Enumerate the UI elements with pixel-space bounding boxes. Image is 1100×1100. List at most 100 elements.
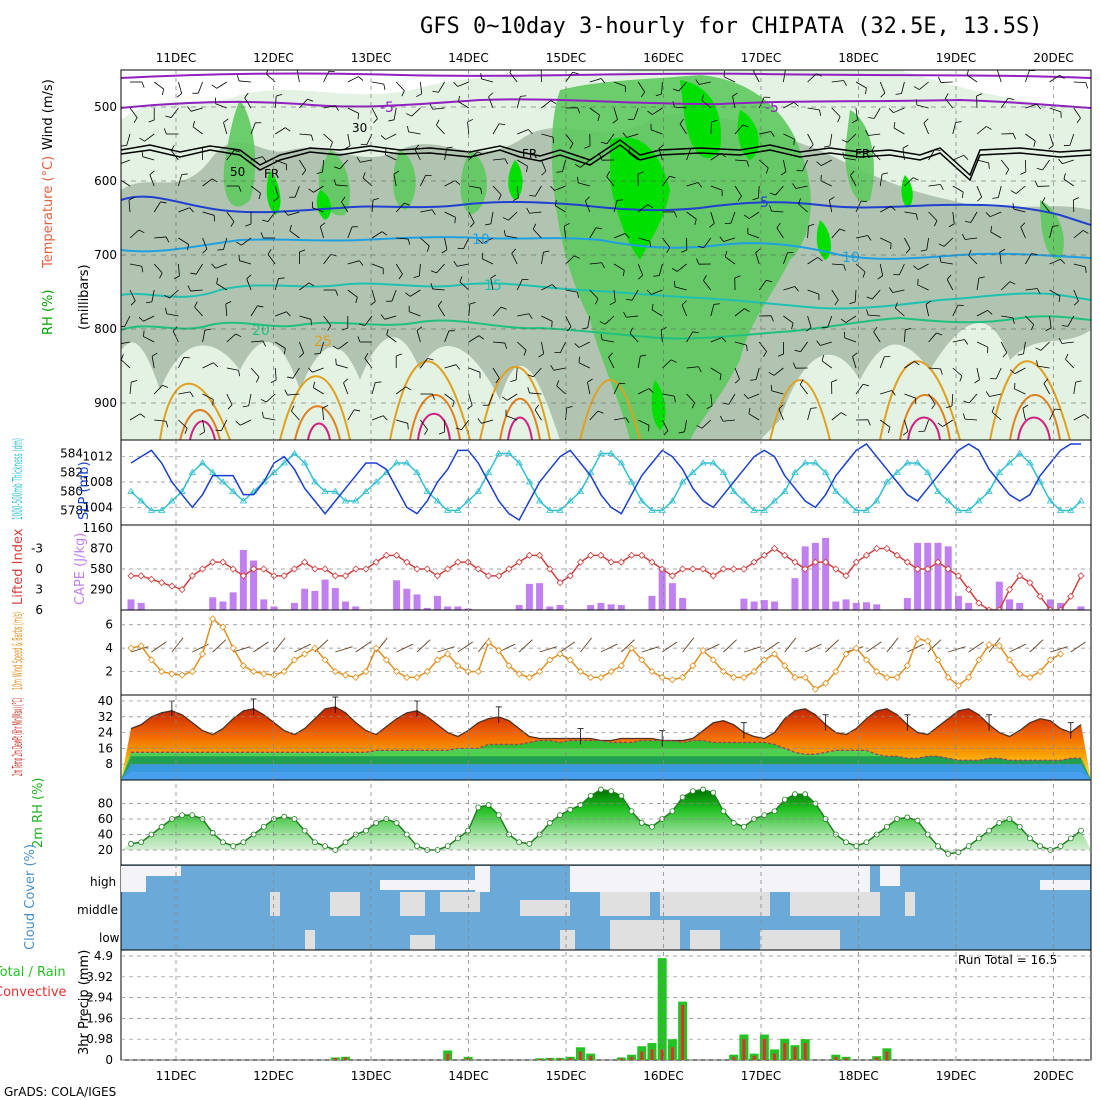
wind-barb	[143, 336, 155, 343]
wind-barb	[263, 417, 276, 421]
wind-barb	[240, 419, 252, 426]
wind-barb-flag	[752, 197, 759, 201]
data-point	[179, 812, 185, 819]
wind-barb-flag	[599, 321, 606, 325]
data-point	[617, 558, 625, 566]
wind-barb	[541, 315, 553, 322]
wind-barb-flag	[357, 336, 361, 343]
cape-bar	[842, 599, 850, 610]
data-point	[372, 644, 380, 652]
wind-barb-flag	[238, 185, 242, 192]
wind-barb-flag	[893, 122, 896, 129]
wind-barb-flag	[133, 117, 138, 123]
wind-barb-flag	[401, 90, 405, 97]
wind-barb	[886, 637, 899, 653]
data-point	[679, 794, 686, 801]
wind-barb	[1049, 226, 1053, 239]
wind-barb-flag	[438, 431, 445, 435]
wind-barb	[395, 81, 405, 92]
cape-bar	[556, 605, 564, 610]
wind-barb	[662, 359, 672, 369]
wind-barb-flag	[458, 95, 460, 102]
wind-barb	[844, 337, 857, 343]
data-point	[750, 506, 758, 513]
wind-barb-flag	[934, 220, 938, 227]
wind-barb	[1014, 388, 1026, 395]
wind-barb-flag	[780, 171, 787, 176]
wind-barb	[990, 231, 1002, 239]
wind-barb	[604, 315, 615, 325]
contour-label: 10	[472, 232, 490, 248]
wind-barb	[800, 341, 808, 352]
wind-barb	[904, 393, 916, 399]
data-point	[516, 839, 523, 846]
wind-barb-flag	[695, 79, 700, 85]
wind-barb-flag	[245, 223, 252, 227]
wind-barb-flag	[190, 272, 197, 275]
wind-barb-flag	[622, 132, 628, 138]
data-point	[760, 551, 768, 559]
wind-barb	[335, 184, 348, 187]
wind-barb-flag	[380, 314, 385, 320]
cape-bar	[954, 595, 962, 610]
wind-barb-flag	[601, 141, 608, 145]
wind-barb	[734, 185, 742, 197]
dewpoint-band	[121, 772, 1091, 780]
y-tick-label: 0	[35, 562, 43, 576]
wind-barb-flag	[816, 73, 822, 77]
wind-barb	[336, 364, 348, 369]
wind-barb	[820, 180, 832, 187]
data-point	[566, 656, 574, 664]
wind-barb	[866, 641, 882, 653]
wind-barb-flag	[344, 145, 351, 150]
wind-barb-flag	[734, 378, 740, 384]
wind-barb	[997, 70, 1002, 83]
wind-barb-flag	[260, 398, 267, 403]
wind-barb	[170, 150, 179, 161]
wind-barb	[871, 151, 881, 161]
wind-barb	[239, 80, 252, 83]
wind-barb-flag	[766, 279, 773, 283]
wind-barb	[661, 641, 678, 653]
y-tick-label: 6	[35, 603, 43, 617]
wind-barb	[710, 337, 723, 343]
wind-barb	[463, 237, 470, 249]
wind-barb	[855, 235, 868, 239]
wind-barb	[821, 360, 833, 369]
wind-barb	[976, 126, 987, 135]
wind-barb-flag	[1036, 168, 1043, 171]
cape-bar	[1016, 602, 1024, 610]
data-point	[362, 565, 370, 573]
data-point	[883, 478, 891, 485]
wind-barb	[587, 382, 591, 395]
wind-barb	[555, 205, 566, 213]
wind-barb	[233, 646, 251, 653]
wind-barb	[128, 200, 131, 213]
data-point	[689, 565, 697, 573]
data-point	[373, 819, 380, 826]
date-tick-label: 15DEC	[546, 1069, 586, 1083]
wind-barb	[436, 124, 445, 135]
wind-barb	[758, 341, 767, 352]
wind-barb	[347, 409, 355, 421]
wind-barb	[898, 263, 905, 276]
wind-barb	[468, 367, 481, 373]
data-point	[913, 459, 922, 466]
wind-barb-flag	[743, 393, 749, 399]
wind-barb-flag	[381, 231, 388, 236]
cape-bar	[791, 578, 799, 610]
wind-barb-flag	[1076, 117, 1081, 124]
wind-barb-flag	[566, 405, 573, 409]
wind-barb	[129, 413, 141, 421]
wind-barb	[951, 393, 954, 406]
wind-barb	[1049, 74, 1060, 83]
wind-barb	[371, 231, 383, 239]
data-point	[576, 558, 585, 566]
data-point	[260, 670, 268, 678]
wind-barb	[468, 211, 475, 223]
wind-barb-flag	[1058, 337, 1063, 344]
cloud-cell	[410, 935, 435, 950]
wind-barb	[226, 333, 236, 343]
cloud-cell	[660, 892, 770, 916]
